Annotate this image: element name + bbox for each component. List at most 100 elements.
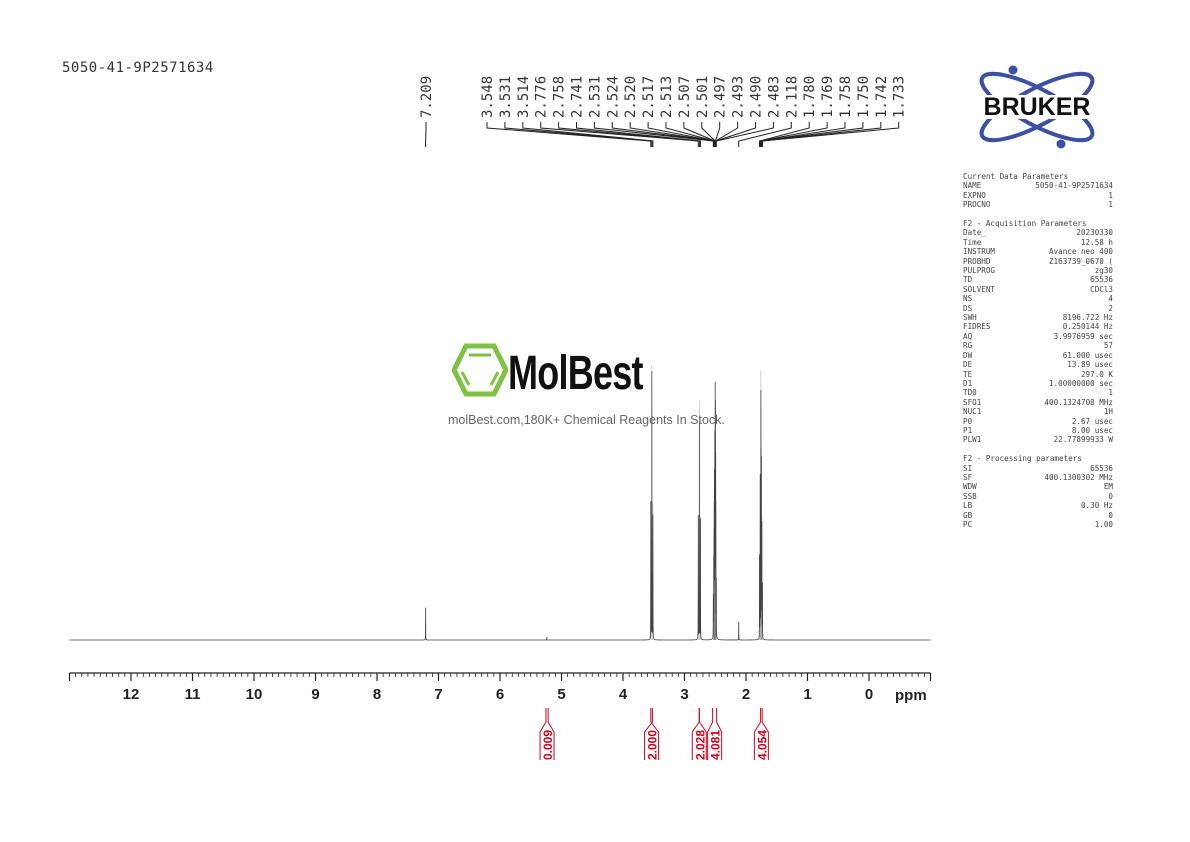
param-key: PROBHD	[963, 256, 991, 266]
integral-value: 2.000	[646, 730, 660, 760]
sample-id: 5050-41-9P2571634	[62, 60, 214, 76]
param-value: 65536	[1090, 275, 1113, 285]
param-value: 1H	[1103, 407, 1113, 417]
param-key: NUC1	[963, 407, 982, 417]
param-value: 1.00000000 sec	[1048, 378, 1113, 388]
peak-label: 1.758	[838, 76, 854, 118]
param-row: AQ 3.9976959 sec	[963, 332, 1113, 341]
peak-label-leader	[738, 122, 792, 147]
peak-label: 2.741	[570, 76, 586, 118]
integrals: 0.009 2.000 2.028 4.081 4.054	[539, 708, 769, 760]
parameters-panel: Current Data Parameters NAME 5050-41-9P257…	[963, 172, 1113, 529]
x-tick-label: 8	[373, 686, 381, 703]
x-tick-label: 9	[311, 686, 319, 703]
param-key: PC	[963, 520, 973, 529]
param-key: DS	[963, 303, 973, 313]
integral-bracket	[753, 708, 769, 760]
param-value: 12.58 h	[1080, 237, 1113, 247]
param-row: EXPNO 1	[963, 191, 1113, 200]
x-tick-label: 12	[123, 686, 140, 703]
param-key: FIDRES	[963, 322, 991, 332]
param-key: LB	[963, 501, 973, 511]
param-key: PULPROG	[963, 266, 996, 276]
peak-label-leader	[486, 122, 652, 147]
param-key: NAME	[963, 181, 982, 191]
param-row: Time 12.58 h	[963, 238, 1113, 247]
peak-label: 2.501	[695, 76, 711, 118]
param-value: Avance neo 400	[1048, 247, 1113, 257]
x-axis-label: ppm	[895, 687, 927, 704]
param-value: 1	[1108, 388, 1113, 398]
integral-bracket	[539, 708, 555, 760]
x-axis: 12 11 10 9 8 7 6 5 4 3 2 1 0	[68, 672, 932, 703]
peak-label: 2.490	[749, 76, 765, 118]
spectrum-trace	[69, 365, 931, 641]
integral-bracket	[691, 708, 707, 760]
peak-label-leader	[576, 122, 701, 147]
param-row: DW 61.000 usec	[963, 351, 1113, 360]
param-key: P0	[963, 416, 973, 426]
integral-bracket	[707, 708, 723, 760]
param-value: Z163739_0670 (	[1048, 256, 1113, 266]
x-tick-label: 11	[185, 686, 201, 703]
integral-value: 4.054	[755, 730, 769, 760]
param-key: SSB	[963, 491, 977, 501]
peak-label-leader	[760, 122, 864, 147]
param-key: SWH	[963, 313, 977, 323]
param-row: DS 2	[963, 304, 1113, 313]
peak-label: 2.497	[713, 76, 729, 118]
param-section-title: F2 - Processing parameters	[963, 454, 1082, 464]
param-row: TE 297.0 K	[963, 370, 1113, 379]
param-key: SF	[963, 472, 973, 482]
param-row: SSB 0	[963, 492, 1113, 501]
peak-label: 1.742	[874, 76, 890, 118]
x-tick-label: 5	[557, 686, 565, 703]
param-key: SI	[963, 463, 973, 473]
peak-label: 2.524	[605, 76, 621, 118]
peak-labels: 7.209 3.548 3.531 3.514 2.776 2.758 2.741 2.531…	[419, 76, 908, 147]
param-value: 297.0 K	[1080, 369, 1113, 379]
param-row: RG 57	[963, 341, 1113, 350]
param-row: WDW EM	[963, 482, 1113, 491]
peak-label-leader	[759, 122, 828, 147]
param-row: P0 2.67 usec	[963, 417, 1113, 426]
param-key: TE	[963, 369, 973, 379]
param-row: PROBHD Z163739_0670 (	[963, 257, 1113, 266]
peak-label: 2.118	[784, 76, 800, 118]
param-value: 400.1324708 MHz	[1044, 397, 1113, 407]
param-value: 1	[1108, 190, 1113, 200]
peak-label: 1.733	[892, 76, 908, 118]
param-value: 8196.722 Hz	[1062, 313, 1113, 323]
param-row: NUC1 1H	[963, 407, 1113, 416]
param-key: D1	[963, 378, 973, 388]
param-value: EM	[1103, 482, 1113, 492]
x-tick-label: 6	[496, 686, 504, 703]
param-row: TD 65536	[963, 275, 1113, 284]
x-tick-label: 4	[619, 686, 628, 703]
watermark-tagline: molBest.com,180K+ Chemical Reagents In S…	[448, 413, 725, 427]
x-tick-label: 3	[680, 686, 688, 703]
param-row: PROCNO 1	[963, 200, 1113, 209]
param-key: NS	[963, 294, 973, 304]
peak-label: 1.780	[802, 76, 818, 118]
param-value: 3.9976959 sec	[1053, 331, 1113, 341]
param-key: P1	[963, 425, 973, 435]
param-key: TD0	[963, 388, 977, 398]
param-key: INSTRUM	[963, 247, 996, 257]
benzene-hexagon-icon	[452, 343, 508, 397]
param-value: 400.1300302 MHz	[1044, 472, 1113, 482]
param-key: PROCNO	[963, 200, 991, 210]
param-key: WDW	[963, 482, 977, 492]
peak-label: 2.776	[534, 76, 550, 118]
param-row: PLW1 22.77899933 W	[963, 435, 1113, 444]
peak-label: 2.531	[587, 76, 603, 118]
peak-label-leader	[504, 122, 653, 147]
param-row: NAME 5050-41-9P2571634	[963, 181, 1113, 190]
param-value: 5050-41-9P2571634	[1035, 181, 1113, 191]
param-row: FIDRES 0.250144 Hz	[963, 322, 1113, 331]
peak-label-leader	[715, 122, 774, 147]
integral-value: 4.081	[709, 730, 723, 760]
param-row: SOLVENT CDCl3	[963, 285, 1113, 294]
integral-value: 2.028	[693, 730, 707, 760]
